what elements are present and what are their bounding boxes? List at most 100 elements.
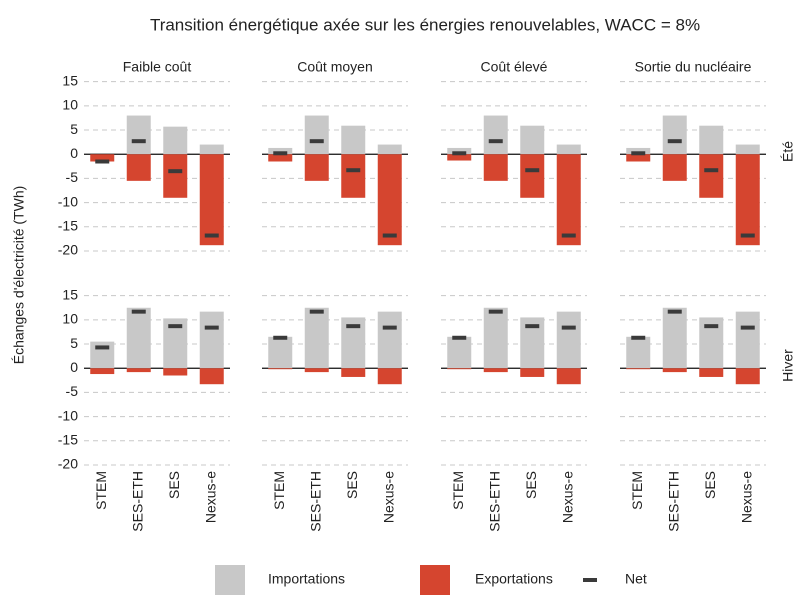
- y-tick-label: -10: [58, 193, 78, 209]
- export-bar: [90, 154, 115, 162]
- x-tick-label: Nexus-e: [380, 471, 396, 523]
- x-tick-label: SES: [702, 471, 718, 499]
- y-axis-label: Échanges d'électricité (TWh): [11, 186, 27, 365]
- legend-label: Importations: [268, 571, 345, 587]
- column-title: Coût élevé: [481, 59, 548, 75]
- import-bar: [341, 125, 366, 155]
- export-bar: [268, 368, 293, 370]
- import-bar: [163, 126, 188, 155]
- x-tick-label: STEM: [93, 471, 109, 510]
- export-bar: [163, 368, 188, 376]
- import-bar: [556, 144, 581, 155]
- x-tick-label: SES-ETH: [307, 471, 323, 532]
- import-bar: [556, 311, 581, 369]
- y-tick-label: 10: [62, 97, 78, 113]
- y-tick-label: 0: [70, 359, 78, 375]
- chart-title: Transition énergétique axée sur les éner…: [150, 15, 700, 34]
- import-bar: [126, 115, 151, 155]
- x-tick-label: SES-ETH: [665, 471, 681, 532]
- y-tick-label: 10: [62, 311, 78, 327]
- export-bar: [377, 154, 402, 246]
- y-tick-label: -10: [58, 407, 78, 423]
- import-bar: [699, 125, 724, 155]
- x-tick-label: STEM: [450, 471, 466, 510]
- x-tick-label: SES: [344, 471, 360, 499]
- export-bar: [447, 368, 472, 370]
- export-bar: [304, 368, 329, 373]
- import-bar: [483, 115, 508, 155]
- y-tick-label: 15: [62, 286, 78, 302]
- y-tick-label: -20: [58, 242, 78, 258]
- legend-swatch: [420, 565, 450, 595]
- row-label: Été: [780, 141, 796, 162]
- import-bar: [199, 311, 224, 369]
- y-tick-label: -20: [58, 456, 78, 472]
- x-tick-label: Nexus-e: [559, 471, 575, 523]
- export-bar: [304, 154, 329, 181]
- export-bar: [556, 368, 581, 385]
- y-tick-label: -15: [58, 432, 78, 448]
- import-bar: [447, 147, 472, 155]
- import-bar: [199, 144, 224, 155]
- import-bar: [304, 115, 329, 155]
- column-title: Sortie du nucléaire: [635, 59, 752, 75]
- legend-label: Exportations: [475, 571, 553, 587]
- import-bar: [662, 307, 687, 369]
- export-bar: [377, 368, 402, 385]
- export-bar: [483, 368, 508, 373]
- export-bar: [520, 368, 545, 377]
- import-bar: [447, 336, 472, 369]
- y-tick-label: -15: [58, 218, 78, 234]
- y-tick-label: 15: [62, 72, 78, 88]
- export-bar: [520, 154, 545, 198]
- export-bar: [341, 368, 366, 377]
- y-tick-label: 5: [70, 335, 78, 351]
- legend-label: Net: [625, 571, 647, 587]
- import-bar: [304, 307, 329, 369]
- column-title: Coût moyen: [297, 59, 372, 75]
- x-tick-label: STEM: [629, 471, 645, 510]
- export-bar: [735, 154, 760, 246]
- import-bar: [626, 147, 651, 155]
- import-bar: [483, 307, 508, 369]
- export-bar: [341, 154, 366, 198]
- import-bar: [377, 144, 402, 155]
- export-bar: [626, 368, 651, 370]
- x-tick-label: SES: [523, 471, 539, 499]
- export-bar: [90, 368, 115, 375]
- import-bar: [268, 147, 293, 155]
- import-bar: [377, 311, 402, 369]
- y-tick-label: -5: [66, 383, 79, 399]
- export-bar: [699, 368, 724, 377]
- export-bar: [735, 368, 760, 385]
- import-bar: [268, 336, 293, 369]
- export-bar: [199, 154, 224, 246]
- export-bar: [556, 154, 581, 246]
- export-bar: [126, 154, 151, 181]
- import-bar: [626, 336, 651, 369]
- x-tick-label: SES-ETH: [486, 471, 502, 532]
- x-tick-label: Nexus-e: [738, 471, 754, 523]
- export-bar: [268, 154, 293, 162]
- import-bar: [520, 125, 545, 155]
- x-tick-label: SES: [166, 471, 182, 499]
- export-bar: [662, 154, 687, 181]
- x-tick-label: SES-ETH: [129, 471, 145, 532]
- y-tick-label: 5: [70, 121, 78, 137]
- export-bar: [662, 368, 687, 373]
- export-bar: [126, 368, 151, 373]
- x-tick-label: Nexus-e: [202, 471, 218, 523]
- import-bar: [735, 144, 760, 155]
- export-bar: [626, 154, 651, 162]
- import-bar: [662, 115, 687, 155]
- column-title: Faible coût: [123, 59, 192, 75]
- import-bar: [735, 311, 760, 369]
- export-bar: [163, 154, 188, 198]
- x-tick-label: STEM: [271, 471, 287, 510]
- export-bar: [699, 154, 724, 198]
- export-bar: [199, 368, 224, 385]
- y-tick-label: 0: [70, 145, 78, 161]
- import-bar: [126, 307, 151, 369]
- export-bar: [483, 154, 508, 181]
